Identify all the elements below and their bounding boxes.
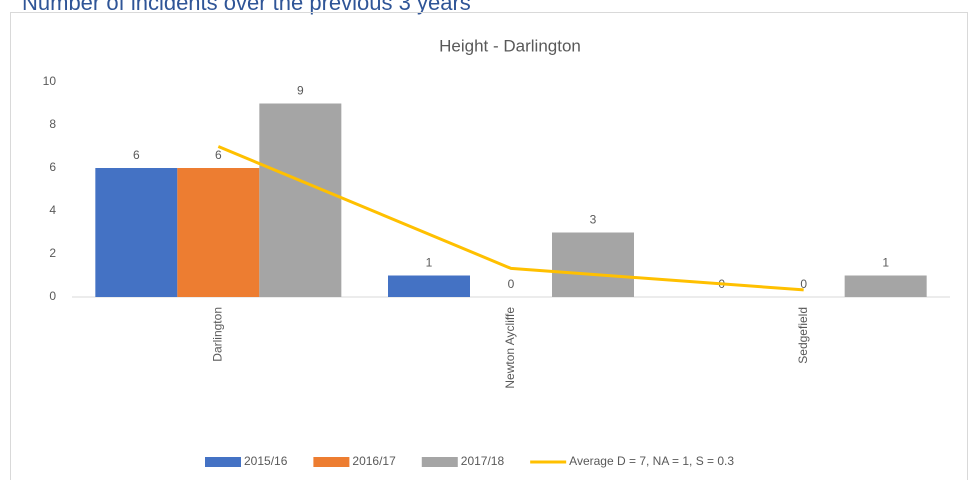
y-tick-label: 0 (49, 289, 56, 303)
legend-label: 2017/18 (461, 454, 505, 468)
data-label: 1 (426, 256, 433, 270)
bar (259, 103, 342, 297)
legend-label: 2016/17 (352, 454, 396, 468)
legend-swatch (313, 457, 350, 467)
page-heading: Number of incidents over the previous 3 … (22, 0, 471, 15)
bar (177, 168, 260, 297)
y-tick-label: 8 (49, 117, 56, 131)
data-label: 0 (800, 277, 807, 291)
data-label: 3 (590, 213, 597, 227)
x-tick-label: Sedgefield (796, 307, 810, 364)
y-tick-label: 6 (49, 160, 56, 174)
y-tick-label: 10 (43, 74, 57, 88)
data-label: 1 (882, 256, 889, 270)
data-label: 6 (215, 148, 222, 162)
legend-swatch (205, 457, 241, 467)
legend-swatch (421, 457, 458, 467)
chart-border (10, 12, 968, 480)
bar (844, 275, 927, 297)
y-tick-label: 4 (49, 203, 56, 217)
legend-label: Average D = 7, NA = 1, S = 0.3 (569, 454, 734, 468)
data-label: 0 (508, 277, 515, 291)
data-label: 9 (297, 84, 304, 98)
y-tick-label: 2 (49, 246, 56, 260)
bar (552, 232, 634, 297)
line-series (217, 145, 804, 292)
bar (95, 168, 178, 297)
data-label: 6 (133, 148, 140, 162)
x-tick-label: Newton Aycliffe (503, 307, 517, 389)
x-tick-label: Darlington (211, 307, 225, 362)
legend-label: 2015/16 (244, 454, 288, 468)
chart-title: Height - Darlington (439, 36, 581, 55)
bar (388, 275, 470, 297)
